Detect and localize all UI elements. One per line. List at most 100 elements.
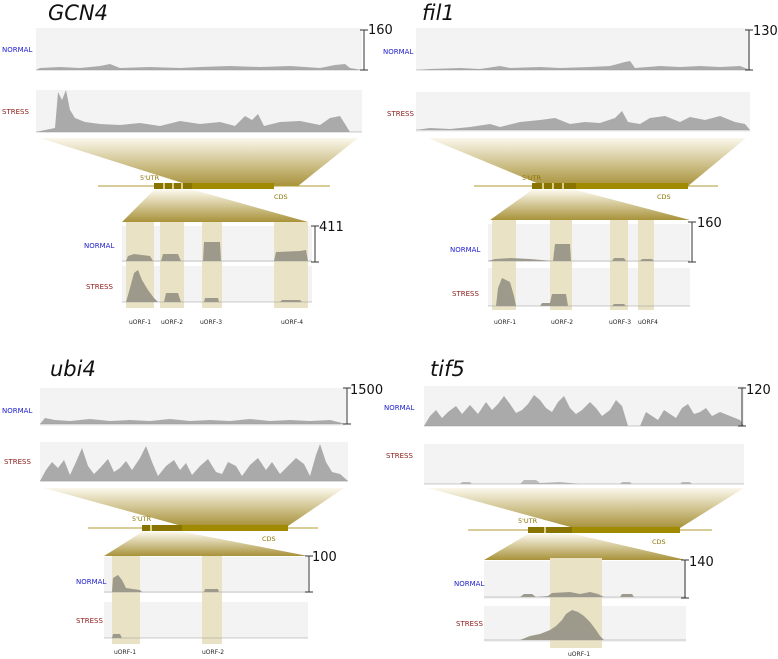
stress-track-bg [424, 444, 744, 484]
uorf-label: uORF-2 [161, 319, 183, 326]
uorf-highlight [202, 556, 222, 644]
uorf-highlight [550, 220, 572, 310]
zoom-normal-label: NORMAL [84, 242, 114, 250]
zoom-fan-utr [484, 534, 686, 560]
uorf-label: uORF4 [638, 319, 658, 326]
zoom-normal-coverage [126, 242, 308, 261]
uorf-label: uORF-3 [200, 319, 222, 326]
utr-label: 5'UTR [522, 174, 542, 182]
panel-gcn4: GCN4 NORMAL STRESS 160 5'UTR CDS [2, 1, 393, 326]
normal-label: NORMAL [2, 407, 32, 415]
top-scale-value: 130 [753, 24, 778, 39]
cds-box [182, 525, 288, 531]
cds-label: CDS [657, 193, 671, 201]
zoom-normal-label: NORMAL [454, 580, 484, 588]
uorf-label: uORF-1 [129, 319, 151, 326]
utr-label: 5'UTR [140, 174, 160, 182]
zoom-stress-bg [488, 268, 690, 306]
zoom-normal-label: NORMAL [450, 246, 480, 254]
zoom-stress-coverage [126, 270, 302, 302]
normal-track-bg [416, 28, 750, 70]
top-scale-value: 160 [368, 23, 393, 38]
normal-coverage [416, 61, 750, 70]
zoom-fan [40, 138, 358, 186]
normal-label: NORMAL [383, 48, 413, 56]
zoom-fan-utr [122, 190, 308, 222]
top-scale-bar [745, 29, 753, 71]
utr-box [528, 527, 574, 533]
cds-box [576, 183, 688, 189]
uorf-highlight [202, 222, 222, 308]
top-scale-bar [360, 29, 368, 71]
cds-box [572, 527, 680, 533]
gene-title: fil1 [422, 1, 455, 25]
zoom-scale-value: 411 [319, 220, 344, 235]
stress-label: STRESS [4, 458, 31, 466]
zoom-stress-label: STRESS [76, 617, 103, 625]
zoom-scale-value: 140 [689, 555, 714, 570]
zoom-normal-coverage [488, 244, 690, 261]
zoom-fan [428, 488, 744, 528]
zoom-normal-coverage [484, 592, 686, 597]
zoom-scale-bar [305, 555, 313, 593]
zoom-stress-label: STRESS [86, 283, 113, 291]
utr-box [532, 183, 578, 189]
zoom-scale-bar [311, 225, 319, 263]
top-scale-bar [343, 387, 351, 425]
gene-title: ubi4 [50, 357, 96, 381]
cds-label: CDS [262, 535, 276, 543]
uorf-label: uORF-1 [568, 651, 590, 658]
zoom-normal-label: NORMAL [76, 578, 106, 586]
zoom-stress-coverage [484, 610, 686, 640]
uorf-label: uORF-1 [114, 649, 136, 656]
zoom-scale-value: 160 [697, 216, 722, 231]
normal-label: NORMAL [384, 404, 414, 412]
zoom-normal-coverage [112, 575, 308, 592]
cds-label: CDS [274, 193, 288, 201]
normal-track-bg [36, 28, 362, 70]
stress-label: STRESS [386, 452, 413, 460]
normal-coverage [424, 395, 744, 426]
gene-title: GCN4 [48, 1, 108, 25]
uorf-label: uORF-2 [551, 319, 573, 326]
zoom-fan [428, 138, 746, 186]
zoom-stress-coverage [496, 278, 690, 306]
panel-fil1: fil1 NORMAL STRESS 130 5'UTR CDS [383, 1, 778, 326]
zoom-normal-bg [488, 224, 690, 262]
top-scale-value: 1500 [350, 383, 383, 398]
stress-label: STRESS [2, 108, 29, 116]
stress-label: STRESS [387, 110, 414, 118]
uorf-highlight [638, 220, 654, 310]
top-scale-value: 120 [746, 383, 771, 398]
zoom-stress-label: STRESS [456, 620, 483, 628]
zoom-scale-bar [681, 559, 689, 599]
stress-coverage [40, 444, 348, 481]
utr-label: 5'UTR [518, 517, 538, 525]
normal-coverage [36, 64, 362, 70]
panel-tif5: tif5 NORMAL STRESS 120 5'UTR CDS NORMAL [384, 357, 771, 658]
zoom-scale-value: 100 [312, 550, 337, 565]
uorf-highlight [610, 220, 628, 310]
cds-label: CDS [652, 538, 666, 546]
zoom-fan [44, 488, 344, 526]
top-scale-bar [738, 387, 746, 427]
stress-coverage [416, 111, 750, 130]
stress-coverage [36, 90, 362, 132]
uorf-label: uORF-4 [281, 319, 303, 326]
uorf-label: uORF-3 [609, 319, 631, 326]
zoom-stress-label: STRESS [452, 290, 479, 298]
utr-box [142, 525, 184, 531]
uorf-label: uORF-2 [202, 649, 224, 656]
normal-label: NORMAL [2, 46, 32, 54]
utr-label: 5'UTR [132, 515, 152, 523]
zoom-fan-utr [104, 532, 308, 556]
cds-box [192, 183, 274, 189]
uorf-highlight [112, 556, 140, 644]
zoom-fan-utr [490, 190, 690, 220]
uorf-highlight [274, 222, 308, 308]
panel-ubi4: ubi4 NORMAL STRESS 1500 5'UTR CDS NO [2, 357, 383, 656]
normal-coverage [40, 418, 346, 424]
zoom-scale-bar [688, 221, 696, 263]
uorf-label: uORF-1 [494, 319, 516, 326]
